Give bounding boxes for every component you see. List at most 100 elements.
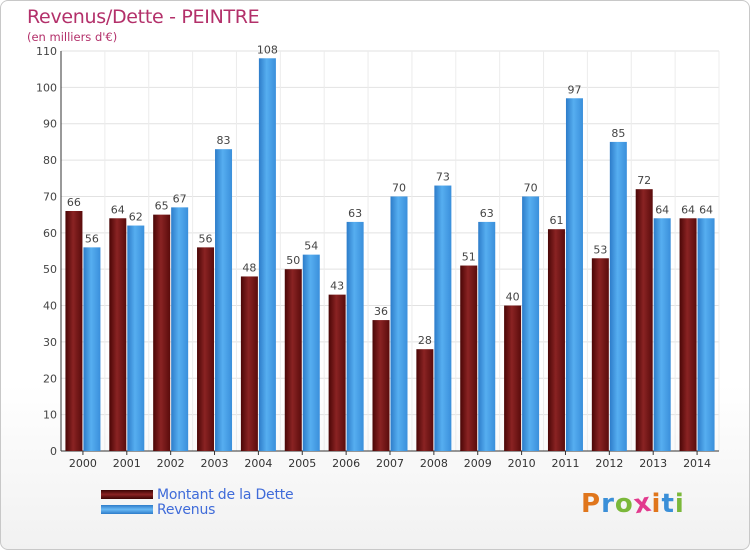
- data-label: 54: [304, 240, 318, 253]
- bar-debt: [65, 211, 83, 451]
- x-tick-label: 2003: [201, 457, 229, 470]
- logo-letter: i: [651, 489, 662, 519]
- data-label: 56: [85, 232, 99, 245]
- bar-debt: [547, 229, 565, 451]
- bar-revenus: [346, 221, 364, 451]
- bar-debt: [591, 258, 609, 451]
- data-label: 70: [524, 181, 538, 194]
- chart-legend: Montant de la Dette Revenus: [101, 486, 294, 518]
- y-tick-label: 20: [43, 372, 57, 385]
- data-label: 36: [374, 305, 388, 318]
- x-tick-label: 2009: [464, 457, 492, 470]
- data-label: 61: [549, 214, 563, 227]
- x-tick-label: 2002: [157, 457, 185, 470]
- bar-revenus: [390, 196, 408, 451]
- x-tick-label: 2007: [376, 457, 404, 470]
- y-tick-label: 50: [43, 263, 57, 276]
- bar-debt: [240, 276, 258, 451]
- y-tick-label: 100: [36, 81, 57, 94]
- x-tick-label: 2010: [508, 457, 536, 470]
- bar-revenus: [83, 247, 101, 451]
- data-label: 28: [418, 334, 432, 347]
- data-label: 62: [129, 211, 143, 224]
- data-label: 63: [348, 207, 362, 220]
- y-tick-label: 0: [50, 445, 57, 458]
- data-label: 73: [436, 171, 450, 184]
- bar-revenus: [215, 149, 233, 451]
- legend-item-revenus: Revenus: [101, 501, 293, 518]
- bar-revenus: [478, 221, 496, 451]
- bar-revenus: [522, 196, 540, 451]
- data-label: 63: [480, 207, 494, 220]
- data-label: 72: [637, 174, 651, 187]
- data-label: 83: [217, 134, 231, 147]
- x-tick-label: 2005: [288, 457, 316, 470]
- bar-revenus: [171, 207, 189, 451]
- bar-debt: [416, 349, 434, 451]
- data-label: 65: [155, 200, 169, 213]
- bar-debt: [153, 214, 171, 451]
- y-tick-label: 70: [43, 190, 57, 203]
- bar-revenus: [609, 141, 627, 451]
- y-tick-label: 110: [36, 45, 57, 58]
- logo-letter: t: [661, 489, 675, 519]
- bar-debt: [284, 269, 302, 451]
- bar-revenus: [653, 218, 671, 451]
- y-tick-label: 40: [43, 300, 57, 313]
- bar-revenus: [434, 185, 452, 451]
- bar-debt: [679, 218, 697, 451]
- data-label: 43: [330, 280, 344, 293]
- x-tick-label: 2008: [420, 457, 448, 470]
- x-tick-label: 2014: [683, 457, 711, 470]
- bar-revenus: [697, 218, 715, 451]
- x-tick-label: 2006: [332, 457, 360, 470]
- logo-letter: r: [601, 489, 615, 519]
- legend-label-revenus: Revenus: [157, 501, 216, 518]
- data-label: 64: [111, 203, 125, 216]
- y-tick-label: 10: [43, 409, 57, 422]
- data-label: 64: [699, 203, 713, 216]
- data-label: 40: [506, 291, 520, 304]
- chart-title: Revenus/Dette - PEINTRE: [27, 6, 260, 28]
- data-label: 108: [257, 43, 278, 56]
- x-tick-label: 2013: [639, 457, 667, 470]
- bar-debt: [504, 305, 522, 451]
- y-tick-label: 30: [43, 336, 57, 349]
- bar-debt: [372, 320, 390, 451]
- bar-debt: [197, 247, 215, 451]
- data-label: 56: [199, 232, 213, 245]
- legend-swatch-debt: [101, 490, 153, 499]
- data-label: 64: [655, 203, 669, 216]
- y-tick-label: 60: [43, 227, 57, 240]
- data-label: 97: [567, 83, 581, 96]
- data-label: 53: [593, 243, 607, 256]
- bar-debt: [328, 294, 346, 451]
- y-tick-label: 90: [43, 118, 57, 131]
- data-label: 51: [462, 251, 476, 264]
- data-label: 64: [681, 203, 695, 216]
- y-tick-label: 80: [43, 154, 57, 167]
- bar-revenus: [302, 254, 320, 451]
- legend-label-debt: Montant de la Dette: [157, 486, 294, 503]
- logo-letter: o: [614, 489, 634, 519]
- bar-debt: [109, 218, 127, 451]
- x-tick-label: 2001: [113, 457, 141, 470]
- logo-letter: P: [581, 489, 602, 519]
- logo-letter: i: [674, 489, 685, 519]
- legend-swatch-revenus: [101, 505, 153, 514]
- x-tick-label: 2000: [69, 457, 97, 470]
- data-label: 48: [242, 261, 256, 274]
- legend-item-debt: Montant de la Dette: [101, 486, 294, 503]
- proxiti-logo: Proxiti: [581, 488, 685, 521]
- bar-revenus: [127, 225, 145, 451]
- data-label: 67: [173, 192, 187, 205]
- x-tick-label: 2012: [595, 457, 623, 470]
- bar-revenus: [258, 58, 276, 451]
- data-label: 85: [611, 127, 625, 140]
- x-tick-label: 2004: [244, 457, 272, 470]
- bar-revenus: [565, 98, 583, 451]
- x-tick-label: 2011: [551, 457, 579, 470]
- bar-debt: [635, 189, 653, 451]
